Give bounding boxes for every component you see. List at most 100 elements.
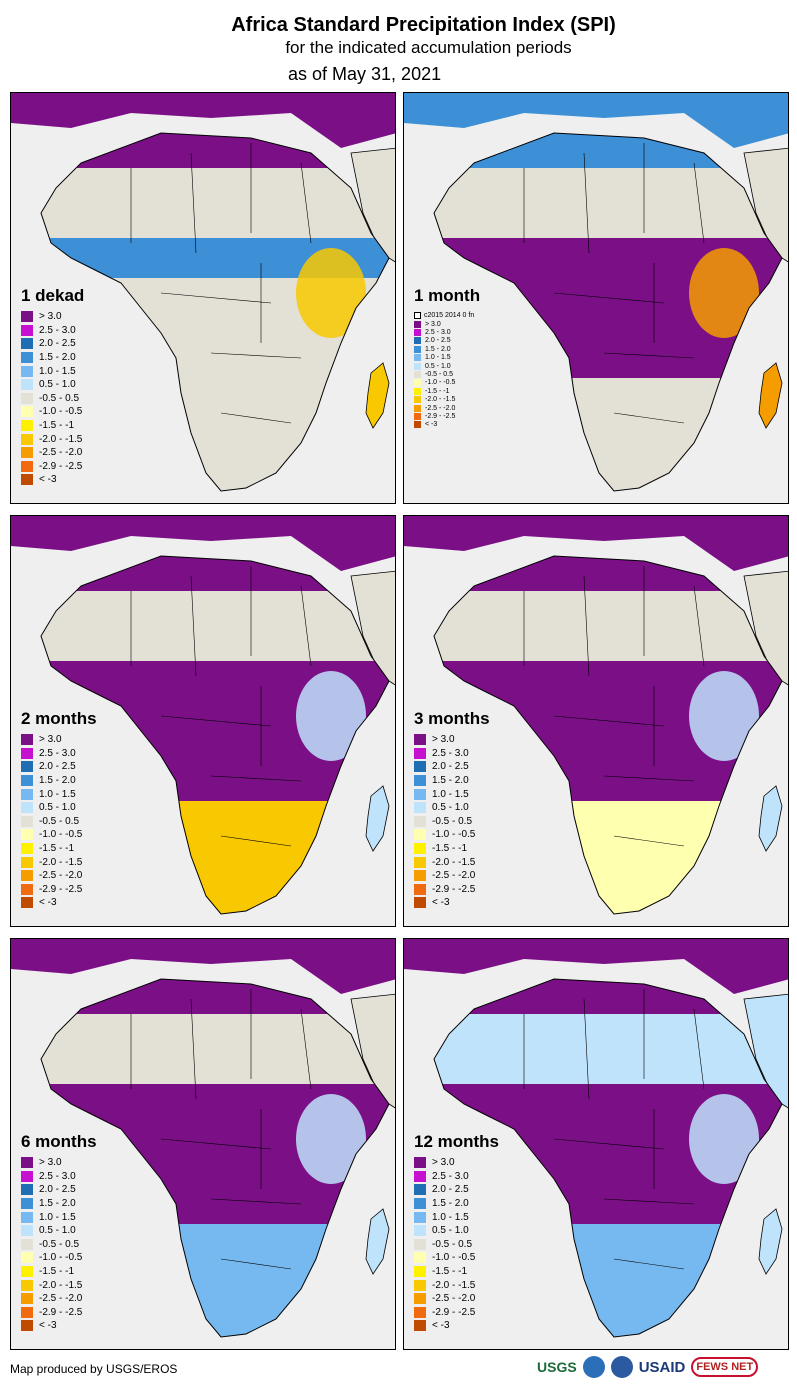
legend-swatch <box>414 775 426 787</box>
legend-swatch <box>21 433 33 445</box>
legend-swatch <box>21 883 33 895</box>
legend-item: -2.0 - -1.5 <box>414 855 475 869</box>
legend-item: > 3.0 <box>21 310 82 324</box>
legend-swatch <box>21 1211 33 1223</box>
legend-swatch <box>414 1211 426 1223</box>
legend-item: -1.5 - -1 <box>21 842 82 856</box>
legend-item: -2.5 - -2.0 <box>21 869 82 883</box>
legend-item: 2.5 - 3.0 <box>21 1170 82 1184</box>
zone-east-africa <box>689 1094 759 1184</box>
period-label: 1 dekad <box>21 286 85 305</box>
legend-swatch <box>21 1238 33 1250</box>
zone-sahara <box>41 168 389 238</box>
zone-sahara <box>434 591 782 661</box>
legend-item: 0.5 - 1.0 <box>21 1224 82 1238</box>
legend-item: 2.5 - 3.0 <box>414 1170 475 1184</box>
legend-item: -2.9 - -2.5 <box>414 412 474 420</box>
madagascar <box>365 785 390 852</box>
legend-swatch <box>414 843 426 855</box>
legend-swatch <box>414 1266 426 1278</box>
legend-label: -1.5 - -1 <box>39 420 75 432</box>
legend-item: -2.0 - -1.5 <box>414 396 474 404</box>
legend-swatch <box>414 371 421 379</box>
spi-legend: > 3.0 2.5 - 3.0 2.0 - 2.5 1.5 - 2.0 1.0 - 1.… <box>414 1156 475 1333</box>
legend-swatch <box>21 1279 33 1291</box>
legend-item: 1.5 - 2.0 <box>21 774 82 788</box>
legend-label: -1.5 - -1 <box>39 1266 75 1278</box>
map-credit: Map produced by USGS/EROS <box>10 1362 178 1376</box>
africa-map <box>404 93 788 492</box>
legend-item: -1.0 - -0.5 <box>21 828 82 842</box>
legend-label: 1.5 - 2.0 <box>39 775 76 787</box>
legend-swatch <box>21 775 33 787</box>
legend-label: 1.5 - 2.0 <box>39 1198 76 1210</box>
period-label: 1 month <box>414 286 481 305</box>
legend-label: -1.0 - -0.5 <box>39 1252 83 1264</box>
legend-label: 1.0 - 1.5 <box>432 788 469 800</box>
legend-swatch <box>21 379 33 391</box>
legend-label: -0.5 - 0.5 <box>425 371 454 379</box>
legend-label: -1.5 - -1 <box>432 1266 468 1278</box>
legend-swatch <box>414 320 421 328</box>
madagascar <box>365 362 390 429</box>
legend-swatch <box>414 788 426 800</box>
legend-swatch <box>414 345 421 353</box>
legend-item: > 3.0 <box>21 733 82 747</box>
spi-legend: > 3.0 2.5 - 3.0 2.0 - 2.5 1.5 - 2.0 1.0 - 1.… <box>21 1156 82 1333</box>
legend-label: < -3 <box>425 421 438 429</box>
legend-item: -2.9 - -2.5 <box>414 1306 475 1320</box>
legend-item: 0.5 - 1.0 <box>414 801 475 815</box>
legend-item: < -3 <box>414 421 474 429</box>
legend-label: 0.5 - 1.0 <box>39 1225 76 1237</box>
legend-swatch <box>414 354 421 362</box>
spi-map-panel: 6 months > 3.0 2.5 - 3.0 2.0 - 2.5 1.5 - 2.0… <box>10 938 396 1350</box>
legend-swatch <box>414 379 421 387</box>
legend-swatch <box>21 1293 33 1305</box>
fews-net-logo: FEWS NET <box>691 1357 759 1377</box>
legend-item: 0.5 - 1.0 <box>21 801 82 815</box>
continent-outline <box>40 555 390 915</box>
legend-item: 2.0 - 2.5 <box>21 1183 82 1197</box>
legend-label: -2.5 - -2.0 <box>39 870 83 882</box>
legend-swatch <box>21 460 33 472</box>
legend-label: -2.9 - -2.5 <box>39 460 83 472</box>
period-label: 3 months <box>414 709 490 728</box>
legend-item: > 3.0 <box>414 320 474 328</box>
europe-landmass <box>11 516 395 571</box>
legend-swatch <box>21 324 33 336</box>
legend-label: 2.5 - 3.0 <box>39 747 76 759</box>
legend-swatch <box>414 421 421 429</box>
legend-item: 1.5 - 2.0 <box>414 774 475 788</box>
country-borders <box>523 566 705 847</box>
legend-item: -2.5 - -2.0 <box>414 869 475 883</box>
europe-landmass <box>11 93 395 148</box>
usgs-logo: USGS <box>537 1359 577 1375</box>
legend-item: -1.0 - -0.5 <box>414 1251 475 1265</box>
legend-item: 0.5 - 1.0 <box>414 362 474 370</box>
legend-label: -2.0 - -1.5 <box>39 1279 83 1291</box>
legend-item: -1.0 - -0.5 <box>414 828 475 842</box>
as-of-date: as of May 31, 2021 <box>288 64 442 84</box>
legend-item: < -3 <box>21 473 82 487</box>
legend-item: 1.0 - 1.5 <box>21 1210 82 1224</box>
legend-swatch <box>414 856 426 868</box>
legend-item: > 3.0 <box>414 733 475 747</box>
legend-swatch <box>414 1320 426 1332</box>
legend-swatch <box>21 311 33 323</box>
legend-swatch <box>21 815 33 827</box>
legend-swatch <box>414 1252 426 1264</box>
legend-label: 2.5 - 3.0 <box>432 747 469 759</box>
madagascar <box>365 1208 390 1275</box>
europe-landmass <box>404 939 788 994</box>
legend-item: 2.5 - 3.0 <box>414 747 475 761</box>
continent-outline <box>40 978 390 1338</box>
legend-swatch <box>414 761 426 773</box>
legend-item: < -3 <box>21 896 82 910</box>
zone-east-africa <box>296 1094 366 1184</box>
legend-label: 2.5 - 3.0 <box>39 324 76 336</box>
legend-item: -2.9 - -2.5 <box>414 883 475 897</box>
legend-label: 2.5 - 3.0 <box>39 1170 76 1182</box>
madagascar <box>758 1208 783 1275</box>
africa-map <box>11 93 395 492</box>
legend-swatch <box>21 747 33 759</box>
